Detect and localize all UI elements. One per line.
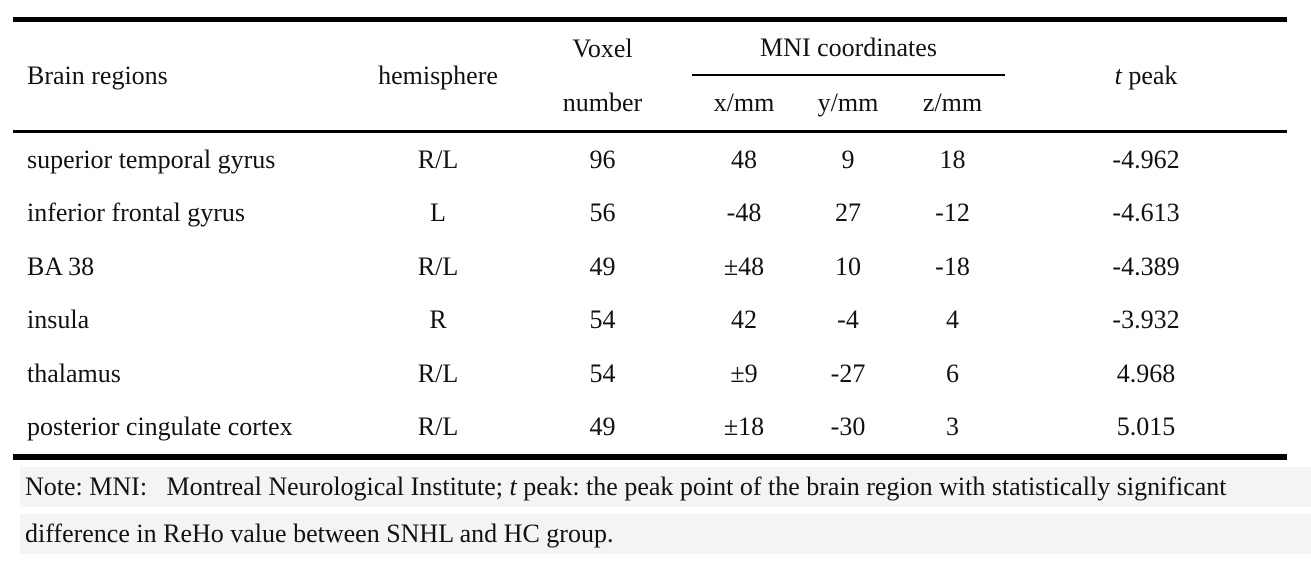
note-line-2: difference in ReHo value between SNHL an…: [20, 514, 1311, 554]
cell-z: -12: [935, 198, 970, 228]
cell-voxel-number: 49: [589, 412, 616, 442]
cell-region: posterior cingulate cortex: [27, 412, 293, 442]
table-body: superior temporal gyrus R/L 96 48 9 18 -…: [13, 133, 1287, 454]
cell-region: BA 38: [27, 251, 95, 281]
table-note: Note: MNI: Montreal Neurological Institu…: [20, 467, 1311, 561]
cell-hemisphere: R/L: [417, 412, 459, 442]
t-peak-italic-t: t: [1114, 61, 1122, 90]
cell-t-peak: 5.015: [1116, 412, 1176, 442]
note-line-1: Note: MNI: Montreal Neurological Institu…: [20, 467, 1311, 507]
cell-y: 9: [841, 144, 855, 174]
cell-x: ±9: [730, 358, 758, 388]
header-x-mm: x/mm: [713, 88, 775, 117]
cell-y: 10: [835, 251, 861, 281]
cell-y: -30: [830, 412, 866, 442]
cell-z: 6: [946, 358, 959, 388]
cell-hemisphere: R: [429, 305, 447, 335]
cell-voxel-number: 54: [589, 305, 616, 335]
header-z-mm: z/mm: [922, 88, 983, 117]
cell-voxel-number: 96: [589, 144, 616, 174]
cell-t-peak: 4.968: [1116, 358, 1176, 388]
cell-y: 27: [835, 198, 861, 228]
header-t-peak: t peak: [1005, 22, 1287, 130]
cell-hemisphere: R/L: [417, 358, 459, 388]
header-y-mm: y/mm: [817, 88, 879, 117]
cell-x: -48: [726, 198, 762, 228]
cell-z: -18: [935, 251, 970, 281]
cell-t-peak: -4.389: [1112, 251, 1180, 281]
cell-x: ±48: [723, 251, 765, 281]
header-voxel-line2: number: [562, 88, 643, 117]
cell-y: -27: [830, 358, 866, 388]
cell-region: inferior frontal gyrus: [27, 198, 246, 228]
cell-region: thalamus: [27, 358, 121, 388]
cell-z: 18: [939, 144, 966, 174]
note-text-line2: difference in ReHo value between SNHL an…: [25, 519, 614, 548]
header-hemisphere: hemisphere: [378, 61, 498, 90]
cell-x: ±18: [723, 412, 765, 442]
cell-region: superior temporal gyrus: [27, 144, 276, 174]
note-italic-t: t: [509, 472, 517, 501]
table-header: Brain regions hemisphere Voxel number MN…: [13, 22, 1287, 133]
cell-t-peak: -3.932: [1112, 305, 1180, 335]
header-voxel-line1: Voxel: [572, 34, 633, 63]
note-text-pre: Note: MNI: Montreal Neurological Institu…: [25, 472, 510, 501]
cell-z: 4: [946, 305, 959, 335]
cell-region: insula: [27, 305, 90, 335]
t-peak-label: peak: [1121, 61, 1178, 90]
cell-hemisphere: L: [430, 198, 446, 228]
cell-t-peak: -4.962: [1112, 144, 1180, 174]
header-brain-regions: Brain regions: [27, 61, 168, 90]
cell-y: -4: [837, 305, 859, 335]
cell-x: 42: [731, 305, 757, 335]
header-mni-coordinates: MNI coordinates: [692, 22, 1005, 76]
cell-hemisphere: R/L: [417, 144, 459, 174]
cell-voxel-number: 56: [589, 198, 616, 228]
cell-voxel-number: 49: [589, 251, 616, 281]
cell-z: 3: [946, 412, 959, 442]
cell-t-peak: -4.613: [1112, 198, 1180, 228]
cell-x: 48: [731, 144, 757, 174]
cell-hemisphere: R/L: [417, 251, 459, 281]
note-text-post: peak: the peak point of the brain region…: [516, 472, 1227, 501]
results-table: Brain regions hemisphere Voxel number MN…: [13, 17, 1287, 460]
cell-voxel-number: 54: [589, 358, 616, 388]
